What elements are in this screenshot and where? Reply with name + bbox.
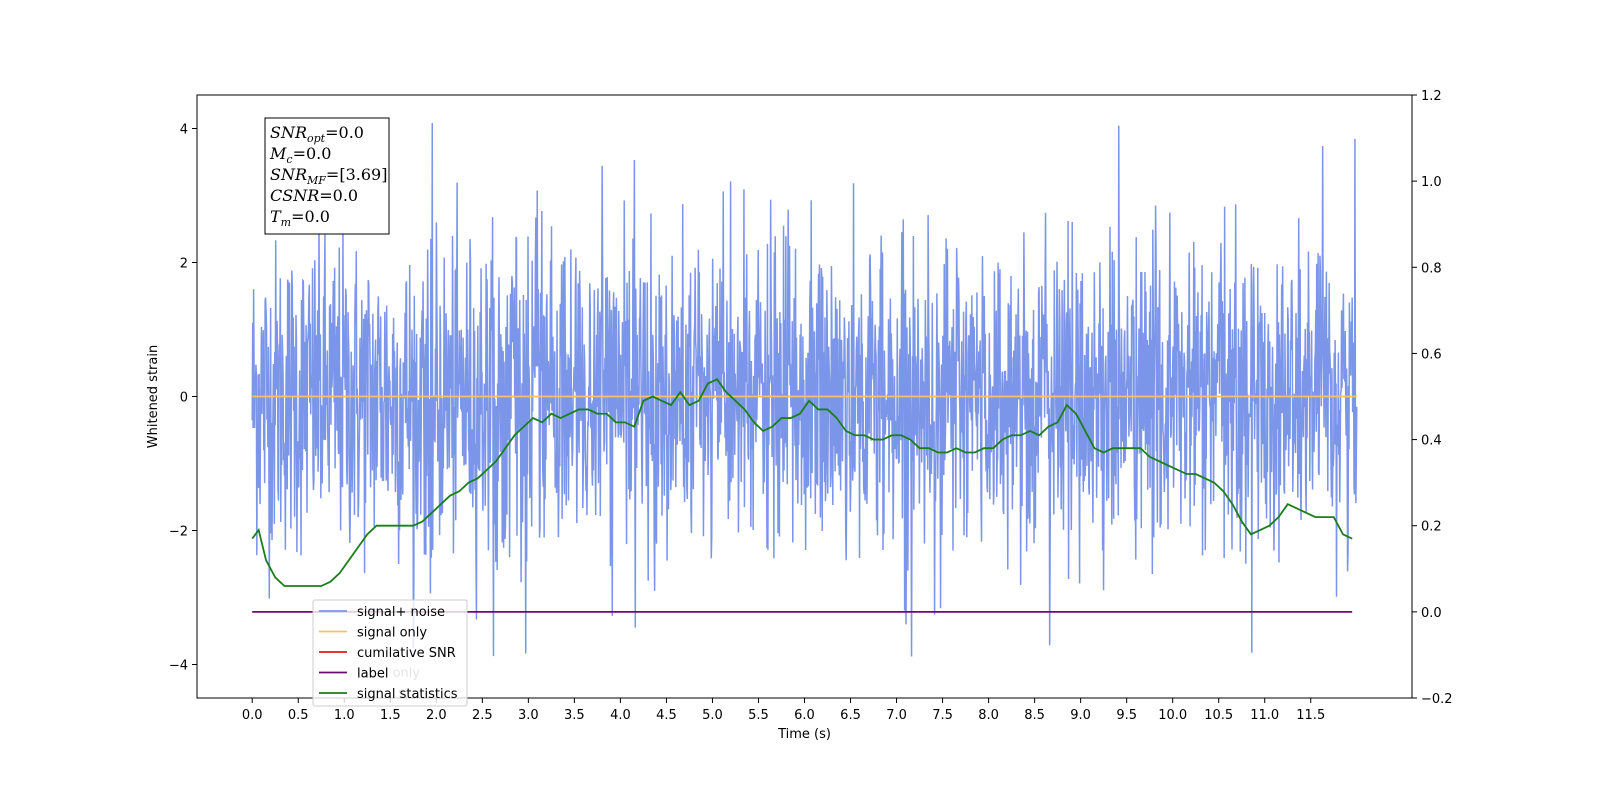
y2-tick-label: 1.0 (1421, 175, 1442, 190)
x-tick-label: 6.5 (840, 708, 861, 723)
legend-frame (312, 599, 468, 707)
y-tick-label: 0 (180, 391, 188, 406)
y2-tick-label: 0.6 (1421, 347, 1442, 362)
x-tick-label: 2.5 (472, 708, 493, 723)
y2-tick-label: −0.2 (1421, 692, 1453, 707)
annotation-line: SNRopt=0.0 (270, 123, 364, 145)
y-tick-label: 2 (180, 257, 188, 272)
y2-tick-label: 1.2 (1421, 89, 1442, 104)
x-tick-label: 1.0 (334, 708, 355, 723)
annotation-line: Mc=0.0 (269, 144, 331, 166)
x-tick-label: 5.0 (702, 708, 723, 723)
noise-series-line (251, 123, 1358, 657)
y-tick-label: −2 (169, 525, 188, 540)
x-tick-label: 7.0 (886, 708, 907, 723)
x-tick-label: 8.0 (978, 708, 999, 723)
legend-entry-label: signal statistics (357, 687, 458, 702)
annotation-frame (264, 117, 390, 235)
y-tick-label: −4 (169, 659, 188, 674)
x-tick-label: 1.5 (380, 708, 401, 723)
annotation-line: SNRMF=[3.69] (270, 165, 387, 187)
axes: 0.0 0.5 1.0 1.5 2.0 2.5 3.0 3.5 4.0 4.5 5.0 5.5 6.0 6… (169, 89, 1453, 723)
x-tick-label: 10.0 (1158, 708, 1187, 723)
plot-area (251, 123, 1358, 657)
series-line-signal-statistics (251, 378, 1353, 587)
x-tick-label: 3.0 (518, 708, 539, 723)
y2-tick-label: 0.0 (1421, 606, 1442, 621)
x-tick-label: 7.5 (932, 708, 953, 723)
y2-tick-label: 0.2 (1421, 520, 1442, 535)
x-axis-label: Time (s) (777, 727, 831, 742)
x-tick-label: 4.0 (610, 708, 631, 723)
x-tick-label: 0.5 (288, 708, 309, 723)
x-tick-label: 9.5 (1116, 708, 1137, 723)
y2-tick-label: 0.4 (1421, 434, 1442, 449)
annotation-line: Tm=0.0 (270, 207, 330, 229)
y-tick-label: 4 (180, 123, 188, 138)
legend-entry-label: signal+ noise (357, 605, 445, 620)
legend-entry-label: signal only (357, 626, 427, 641)
x-tick-label: 8.5 (1024, 708, 1045, 723)
y-axis-label: Whitened strain (146, 345, 161, 448)
x-tick-label: 6.0 (794, 708, 815, 723)
x-tick-label: 3.5 (564, 708, 585, 723)
x-tick-label: 5.5 (748, 708, 769, 723)
x-tick-label: 4.5 (656, 708, 677, 723)
annotation-line: CSNR=0.0 (270, 186, 358, 205)
legend-entry-label: label (357, 667, 388, 682)
x-tick-label: 11.5 (1296, 708, 1325, 723)
x-tick-label: 10.5 (1204, 708, 1233, 723)
legend-entry-label: cumilative SNR (357, 646, 456, 661)
x-tick-label: 2.0 (426, 708, 447, 723)
y2-tick-label: 0.8 (1421, 261, 1442, 276)
x-tick-label: 9.0 (1070, 708, 1091, 723)
x-tick-label: 11.0 (1250, 708, 1279, 723)
x-tick-label: 0.0 (242, 708, 263, 723)
